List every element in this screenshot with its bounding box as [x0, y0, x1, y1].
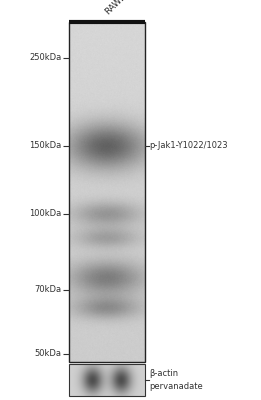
Bar: [69, 22, 145, 362]
Text: pervanadate: pervanadate: [150, 382, 203, 390]
Text: p-Jak1-Y1022/1023: p-Jak1-Y1022/1023: [150, 142, 228, 150]
Text: 150kDa: 150kDa: [29, 142, 61, 150]
Text: 250kDa: 250kDa: [29, 54, 61, 62]
Text: 50kDa: 50kDa: [34, 350, 61, 358]
Text: 100kDa: 100kDa: [29, 210, 61, 218]
Text: β-actin: β-actin: [150, 370, 179, 378]
Text: RAW264.7: RAW264.7: [103, 0, 142, 16]
Text: 70kDa: 70kDa: [34, 286, 61, 294]
Bar: [69, 364, 145, 396]
